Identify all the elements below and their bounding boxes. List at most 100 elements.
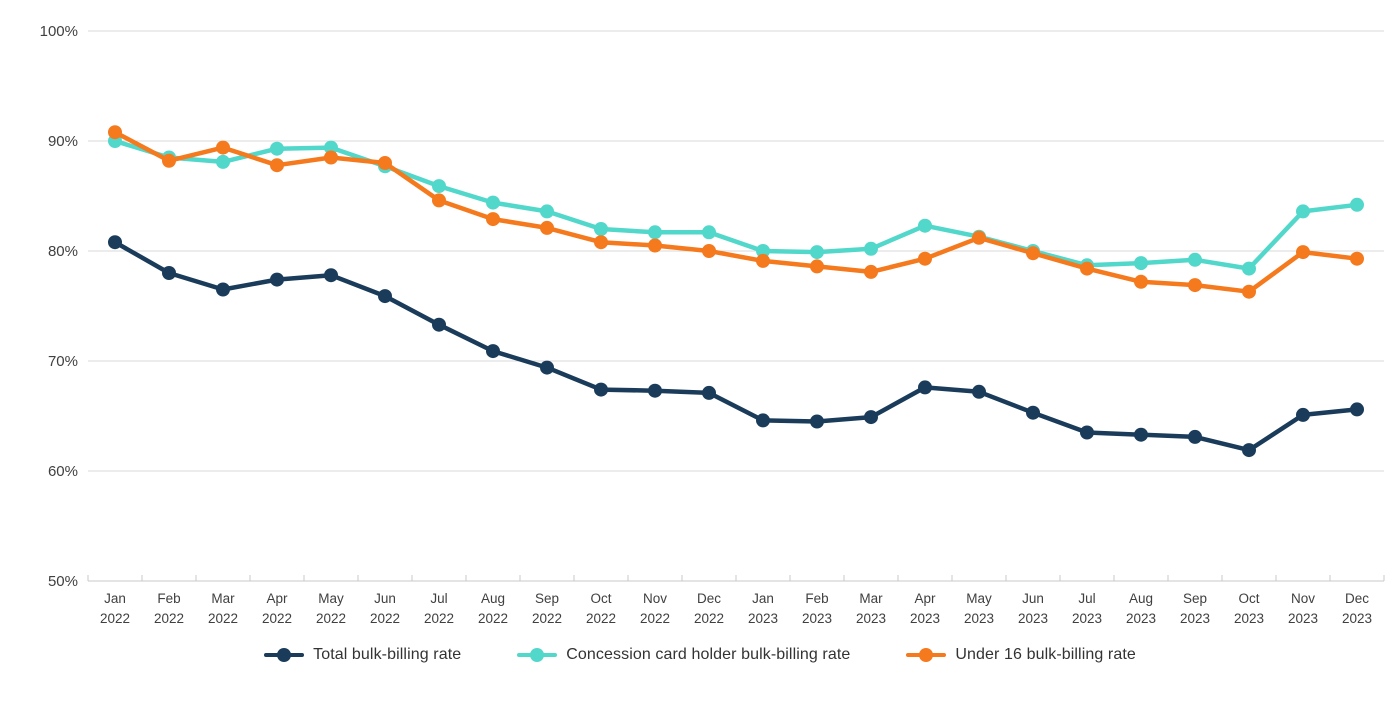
legend-item-concession-card-holder-bulk-billing-rate[interactable]: Concession card holder bulk-billing rate — [517, 646, 850, 664]
data-point-under-16-bulk-billing-rate-May-2022[interactable] — [324, 150, 338, 165]
data-point-total-bulk-billing-rate-Dec-2023[interactable] — [1350, 402, 1364, 417]
data-point-total-bulk-billing-rate-Dec-2022[interactable] — [702, 385, 716, 400]
data-point-concession-card-holder-bulk-billing-rate-Jul-2022[interactable] — [432, 179, 446, 194]
data-point-under-16-bulk-billing-rate-Aug-2022[interactable] — [486, 212, 500, 227]
series-line-total-bulk-billing-rate — [112, 239, 1360, 453]
data-point-under-16-bulk-billing-rate-Oct-2023[interactable] — [1242, 284, 1256, 299]
x-axis-label: Sep 2022 — [532, 591, 562, 626]
data-point-under-16-bulk-billing-rate-Jul-2022[interactable] — [432, 193, 446, 208]
data-point-concession-card-holder-bulk-billing-rate-Dec-2023[interactable] — [1350, 197, 1364, 212]
series-line-under-16-bulk-billing-rate — [112, 129, 1360, 294]
data-point-total-bulk-billing-rate-Jul-2023[interactable] — [1080, 425, 1094, 440]
data-point-under-16-bulk-billing-rate-Mar-2022[interactable] — [216, 140, 230, 155]
data-point-total-bulk-billing-rate-Nov-2023[interactable] — [1296, 407, 1310, 422]
x-axis-label: Dec 2023 — [1342, 591, 1372, 626]
data-point-concession-card-holder-bulk-billing-rate-Aug-2023[interactable] — [1134, 256, 1148, 271]
x-axis-label: Sep 2023 — [1180, 591, 1210, 626]
data-point-total-bulk-billing-rate-Jun-2022[interactable] — [378, 289, 392, 304]
data-point-concession-card-holder-bulk-billing-rate-Oct-2023[interactable] — [1242, 261, 1256, 276]
data-point-under-16-bulk-billing-rate-Mar-2023[interactable] — [864, 264, 878, 279]
x-axis-label: Jan 2022 — [100, 591, 130, 626]
data-point-under-16-bulk-billing-rate-Nov-2023[interactable] — [1296, 245, 1310, 260]
data-point-total-bulk-billing-rate-Feb-2023[interactable] — [810, 414, 824, 429]
x-axis-label: Oct 2023 — [1234, 591, 1264, 626]
data-point-total-bulk-billing-rate-Jun-2023[interactable] — [1026, 405, 1040, 420]
data-point-concession-card-holder-bulk-billing-rate-Oct-2022[interactable] — [594, 222, 608, 236]
chart-canvas: 100% 90% 80% 70% 60% 50% Jan 2022 Feb 2022 Mar 2022… — [40, 23, 1385, 626]
data-point-total-bulk-billing-rate-Feb-2022[interactable] — [162, 266, 176, 280]
data-point-total-bulk-billing-rate-Nov-2022[interactable] — [648, 383, 662, 398]
data-point-total-bulk-billing-rate-Jan-2023[interactable] — [756, 413, 770, 428]
data-point-total-bulk-billing-rate-Jul-2022[interactable] — [432, 317, 446, 332]
data-point-under-16-bulk-billing-rate-Aug-2023[interactable] — [1134, 274, 1148, 289]
x-axis-label: Mar 2022 — [208, 591, 238, 626]
data-point-concession-card-holder-bulk-billing-rate-Aug-2022[interactable] — [486, 195, 500, 210]
x-axis-label: Oct 2022 — [586, 591, 616, 626]
data-point-total-bulk-billing-rate-Apr-2023[interactable] — [918, 380, 932, 395]
data-point-under-16-bulk-billing-rate-Sep-2022[interactable] — [540, 220, 554, 235]
data-point-under-16-bulk-billing-rate-May-2023[interactable] — [972, 230, 986, 245]
y-axis-label: 50% — [48, 573, 78, 590]
y-axis-label: 80% — [48, 243, 78, 260]
data-point-concession-card-holder-bulk-billing-rate-Feb-2023[interactable] — [810, 245, 824, 260]
data-point-concession-card-holder-bulk-billing-rate-May-2022[interactable] — [324, 140, 338, 155]
data-point-total-bulk-billing-rate-Oct-2023[interactable] — [1242, 443, 1256, 458]
x-axis-label: May 2023 — [964, 591, 994, 626]
data-point-concession-card-holder-bulk-billing-rate-Jan-2023[interactable] — [756, 244, 770, 258]
data-point-concession-card-holder-bulk-billing-rate-Nov-2022[interactable] — [648, 225, 662, 240]
data-point-under-16-bulk-billing-rate-Sep-2023[interactable] — [1188, 278, 1202, 293]
data-point-under-16-bulk-billing-rate-Feb-2022[interactable] — [162, 153, 176, 168]
x-axis-label: Dec 2022 — [694, 591, 724, 626]
data-point-total-bulk-billing-rate-Mar-2023[interactable] — [864, 410, 878, 425]
data-point-under-16-bulk-billing-rate-Jan-2022[interactable] — [108, 125, 122, 140]
data-point-under-16-bulk-billing-rate-Jan-2023[interactable] — [756, 253, 770, 268]
legend-line-dot-icon — [906, 648, 947, 662]
data-point-total-bulk-billing-rate-Sep-2023[interactable] — [1188, 429, 1202, 444]
data-point-under-16-bulk-billing-rate-Feb-2023[interactable] — [810, 259, 824, 274]
data-point-concession-card-holder-bulk-billing-rate-Apr-2022[interactable] — [270, 141, 284, 156]
data-point-total-bulk-billing-rate-Oct-2022[interactable] — [594, 382, 608, 397]
data-point-under-16-bulk-billing-rate-Jun-2023[interactable] — [1026, 246, 1040, 261]
x-axis-label: Jun 2022 — [370, 591, 400, 626]
x-axis-label: Feb 2023 — [802, 591, 832, 626]
x-axis-label: Jul 2023 — [1072, 591, 1102, 626]
data-point-under-16-bulk-billing-rate-Dec-2022[interactable] — [702, 244, 716, 258]
data-point-concession-card-holder-bulk-billing-rate-Sep-2023[interactable] — [1188, 252, 1202, 267]
data-point-under-16-bulk-billing-rate-Dec-2023[interactable] — [1350, 251, 1364, 266]
data-point-concession-card-holder-bulk-billing-rate-Nov-2023[interactable] — [1296, 204, 1310, 219]
data-point-total-bulk-billing-rate-Aug-2023[interactable] — [1134, 427, 1148, 442]
data-point-concession-card-holder-bulk-billing-rate-Mar-2023[interactable] — [864, 241, 878, 256]
data-point-concession-card-holder-bulk-billing-rate-Apr-2023[interactable] — [918, 218, 932, 233]
data-point-under-16-bulk-billing-rate-Jul-2023[interactable] — [1080, 261, 1094, 276]
legend-item-under-16-bulk-billing-rate[interactable]: Under 16 bulk-billing rate — [906, 646, 1136, 664]
data-point-concession-card-holder-bulk-billing-rate-Sep-2022[interactable] — [540, 204, 554, 219]
data-point-total-bulk-billing-rate-May-2022[interactable] — [324, 268, 338, 283]
x-axis-label: Aug 2022 — [478, 591, 508, 626]
chart-legend: Total bulk-billing rate Concession card … — [0, 646, 1400, 664]
data-point-total-bulk-billing-rate-Apr-2022[interactable] — [270, 272, 284, 287]
data-point-total-bulk-billing-rate-May-2023[interactable] — [972, 384, 986, 399]
data-point-total-bulk-billing-rate-Jan-2022[interactable] — [108, 235, 122, 250]
data-point-under-16-bulk-billing-rate-Jun-2022[interactable] — [378, 156, 392, 170]
data-point-concession-card-holder-bulk-billing-rate-Dec-2022[interactable] — [702, 225, 716, 240]
x-axis-label: Mar 2023 — [856, 591, 886, 626]
x-axis-label: Jan 2023 — [748, 591, 778, 626]
x-axis-label: Apr 2022 — [262, 591, 292, 626]
x-axis-label: Jun 2023 — [1018, 591, 1048, 626]
legend-line-dot-icon — [517, 648, 558, 662]
data-point-under-16-bulk-billing-rate-Oct-2022[interactable] — [594, 235, 608, 250]
data-point-total-bulk-billing-rate-Aug-2022[interactable] — [486, 344, 500, 359]
legend-label: Total bulk-billing rate — [313, 646, 462, 663]
legend-item-total-bulk-billing-rate[interactable]: Total bulk-billing rate — [264, 646, 461, 664]
series-line-concession-card-holder-bulk-billing-rate — [112, 138, 1360, 271]
data-point-under-16-bulk-billing-rate-Nov-2022[interactable] — [648, 238, 662, 253]
data-point-total-bulk-billing-rate-Sep-2022[interactable] — [540, 360, 554, 375]
data-point-under-16-bulk-billing-rate-Apr-2022[interactable] — [270, 158, 284, 173]
x-axis-label: Nov 2023 — [1288, 591, 1318, 626]
data-point-total-bulk-billing-rate-Mar-2022[interactable] — [216, 282, 230, 297]
data-point-concession-card-holder-bulk-billing-rate-Mar-2022[interactable] — [216, 154, 230, 169]
legend-label: Concession card holder bulk-billing rate — [566, 646, 851, 663]
x-axis-label: Aug 2023 — [1126, 591, 1156, 626]
data-point-under-16-bulk-billing-rate-Apr-2023[interactable] — [918, 251, 932, 266]
